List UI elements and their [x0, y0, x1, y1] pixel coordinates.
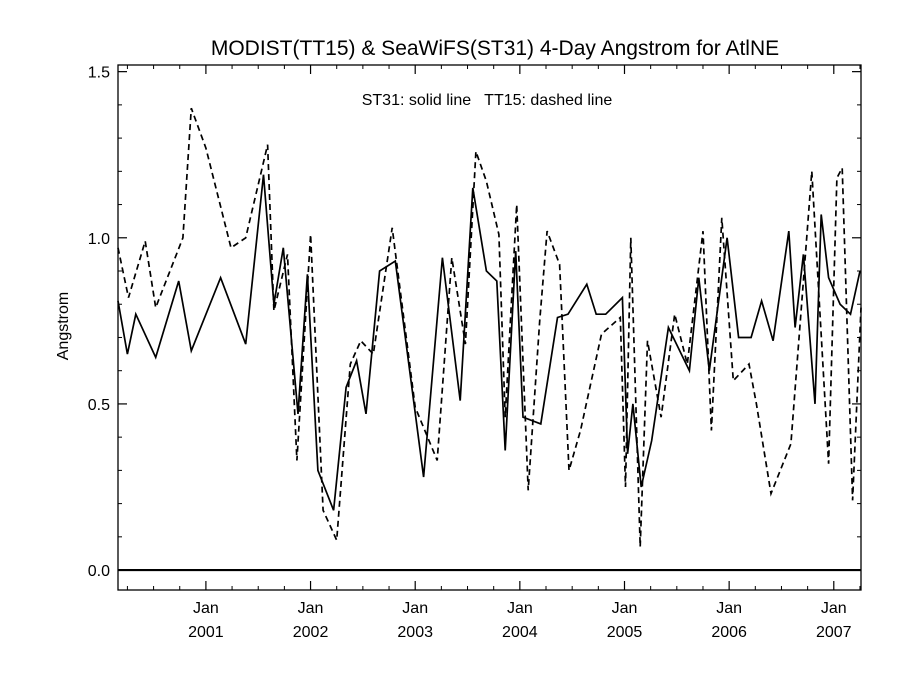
- series-line-tt15: [117, 107, 862, 547]
- legend-annotation: ST31: solid line TT15: dashed line: [362, 92, 613, 109]
- y-tick-label: 1.5: [88, 65, 110, 82]
- chart-title: MODIST(TT15) & SeaWiFS(ST31) 4-Day Angst…: [211, 37, 779, 60]
- x-tick-year-label: 2006: [711, 624, 747, 641]
- x-tick-year-label: 2007: [816, 624, 852, 641]
- x-tick-year-label: 2003: [397, 624, 433, 641]
- y-axis-label: Angstrom: [55, 292, 72, 360]
- x-tick-year-label: 2002: [293, 624, 329, 641]
- x-tick-month-label: Jan: [612, 600, 638, 617]
- x-tick-month-label: Jan: [507, 600, 533, 617]
- y-tick-label: 0.5: [88, 397, 110, 414]
- x-tick-month-label: Jan: [716, 600, 742, 617]
- x-tick-year-label: 2005: [607, 624, 643, 641]
- x-tick-month-label: Jan: [821, 600, 847, 617]
- plot-frame: [117, 64, 862, 591]
- x-tick-month-label: Jan: [298, 600, 324, 617]
- plot-area: 0.0 0.5 1.0 1.5 Jan 2001 Jan 2002 Jan 2003 Jan 2004…: [88, 65, 862, 641]
- x-tick-year-label: 2004: [502, 624, 538, 641]
- x-tick-month-label: Jan: [402, 600, 428, 617]
- series-line-st31: [117, 174, 861, 511]
- x-tick-month-label: Jan: [193, 600, 219, 617]
- x-tick-year-label: 2001: [188, 624, 224, 641]
- y-tick-label: 0.0: [88, 563, 110, 580]
- y-tick-label: 1.0: [88, 231, 110, 248]
